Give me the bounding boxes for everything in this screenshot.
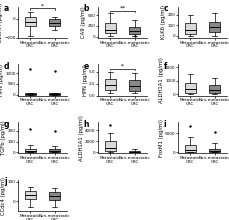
Y-axis label: KLK6 (pg/ml): KLK6 (pg/ml) <box>161 5 166 39</box>
PathPatch shape <box>49 19 60 26</box>
Text: e: e <box>84 62 89 71</box>
PathPatch shape <box>209 148 220 152</box>
Y-axis label: HPN (pg/ml): HPN (pg/ml) <box>83 64 88 96</box>
Text: h: h <box>84 120 89 129</box>
Text: i: i <box>164 120 166 129</box>
PathPatch shape <box>185 83 196 93</box>
Y-axis label: ALDH1A1 (pg/ml): ALDH1A1 (pg/ml) <box>158 57 164 103</box>
Text: b: b <box>84 4 89 13</box>
PathPatch shape <box>185 23 196 34</box>
Text: g: g <box>4 120 9 129</box>
PathPatch shape <box>49 192 60 200</box>
Text: c: c <box>164 4 168 13</box>
Text: *: * <box>121 64 124 69</box>
Text: **: ** <box>119 6 126 11</box>
PathPatch shape <box>25 148 36 152</box>
PathPatch shape <box>25 94 36 95</box>
Y-axis label: CA9 (pg/ml): CA9 (pg/ml) <box>81 6 86 38</box>
PathPatch shape <box>129 80 140 91</box>
Text: j: j <box>4 178 6 187</box>
Text: f: f <box>164 62 167 71</box>
PathPatch shape <box>105 141 116 151</box>
PathPatch shape <box>129 151 140 152</box>
Text: *: * <box>41 3 44 8</box>
PathPatch shape <box>129 27 140 34</box>
Y-axis label: TGFb (pg/ml): TGFb (pg/ml) <box>1 120 6 155</box>
Y-axis label: ALDH1A1 (pg/ml): ALDH1A1 (pg/ml) <box>79 115 84 161</box>
Y-axis label: FoxM1 (pg/ml): FoxM1 (pg/ml) <box>158 119 164 157</box>
PathPatch shape <box>49 149 60 152</box>
Y-axis label: HPN (pg/ml): HPN (pg/ml) <box>0 64 4 96</box>
PathPatch shape <box>49 94 60 95</box>
PathPatch shape <box>25 17 36 26</box>
PathPatch shape <box>185 145 196 152</box>
PathPatch shape <box>209 22 220 32</box>
PathPatch shape <box>209 85 220 93</box>
PathPatch shape <box>105 79 116 90</box>
PathPatch shape <box>25 191 36 200</box>
PathPatch shape <box>105 23 116 33</box>
Text: a: a <box>4 4 9 13</box>
Text: d: d <box>4 62 9 71</box>
Y-axis label: L1CAM (pg/ml): L1CAM (pg/ml) <box>0 3 3 42</box>
Y-axis label: CCdc4 (pg/ml): CCdc4 (pg/ml) <box>1 177 6 214</box>
